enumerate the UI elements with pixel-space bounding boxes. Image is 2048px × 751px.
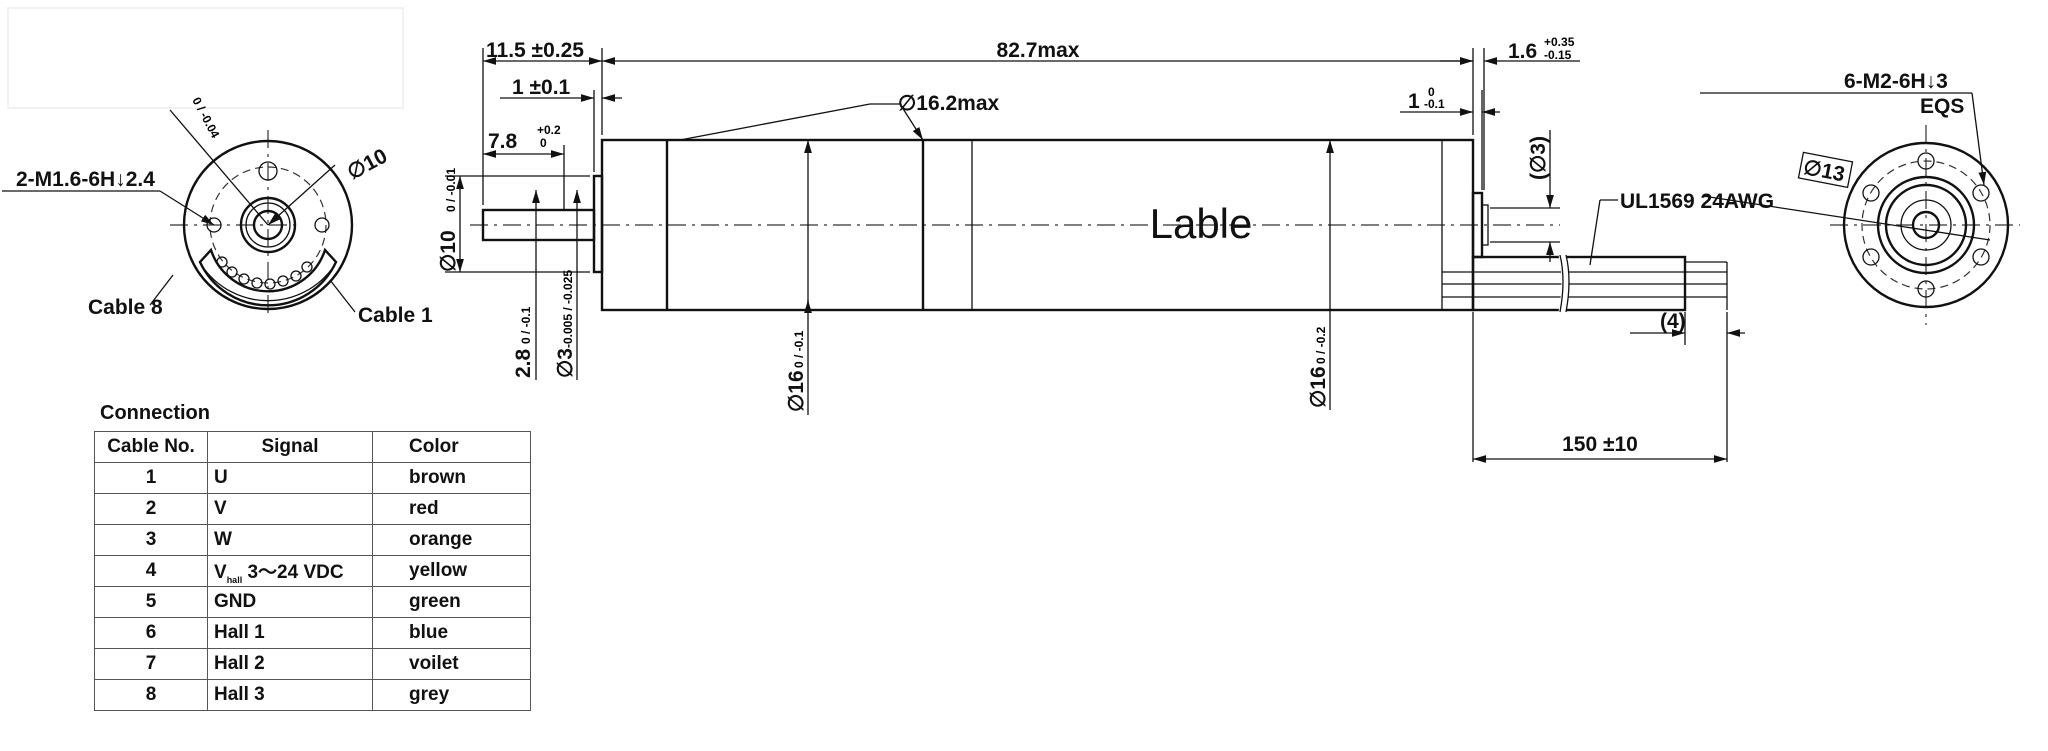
dim-rear-boss-tol-upper: +0.35 xyxy=(1544,35,1575,49)
cable-no: 2 xyxy=(94,493,208,525)
signal: Hall 2 xyxy=(207,648,373,680)
signal: U xyxy=(207,462,373,494)
rear-end-view: 6-M2-6H↓3 EQS ∅13 xyxy=(1700,70,2020,325)
dim-body-dia-front-tol: 0 / -0.1 xyxy=(792,330,806,368)
rear-eqs: EQS xyxy=(1920,95,1964,118)
header-signal: Signal xyxy=(207,431,373,463)
dim-body-dia-rear: ∅16 xyxy=(1307,366,1330,408)
dim-flat: 2.8 xyxy=(512,348,535,378)
cable-no: 7 xyxy=(94,648,208,680)
signal-subscript: hall xyxy=(226,574,243,585)
front-thread-note: 2-M1.6-6H↓2.4 xyxy=(16,168,155,191)
dim-body-length: 82.7max xyxy=(997,39,1080,62)
front-pcd-dim: ∅10 xyxy=(344,145,392,185)
rear-thread-note: 6-M2-6H↓3 xyxy=(1844,70,1948,93)
dim-rear-cap: 1 xyxy=(1408,90,1420,113)
table-row: 8 Hall 3 grey xyxy=(94,679,531,711)
signal: Hall 1 xyxy=(207,617,373,649)
signal-main: V xyxy=(214,562,227,584)
cable-holes xyxy=(216,256,313,290)
cable-1-label: Cable 1 xyxy=(358,304,433,327)
front-end-view: 2-M1.6-6H↓2.4 ∅10 0 / -0.04 Cable 8 Cabl… xyxy=(2,95,433,327)
table-row: 7 Hall 2 voilet xyxy=(94,648,531,680)
table-row: 5 GND green xyxy=(94,586,531,618)
cable-no: 4 xyxy=(94,555,208,587)
dim-shaft-length: 7.8 xyxy=(488,130,518,153)
rear-pcd-box: ∅13 xyxy=(1797,151,1854,189)
color: green xyxy=(372,586,531,618)
dim-overall: 11.5 ±0.25 xyxy=(486,39,584,62)
dim-strip-length: (4) xyxy=(1660,310,1686,333)
cable-no: 3 xyxy=(94,524,208,556)
dim-pilot-tol: 0 / -0.01 xyxy=(444,168,458,212)
dim-pilot-dia: ∅10 xyxy=(437,230,460,272)
signal: W xyxy=(207,524,373,556)
color: red xyxy=(372,493,531,525)
dim-shaft-dia: ∅3 xyxy=(554,348,577,378)
signal: V xyxy=(207,493,373,525)
dim-flange: 1 ±0.1 xyxy=(512,76,571,99)
cable-no: 5 xyxy=(94,586,208,618)
cable-8-label: Cable 8 xyxy=(88,296,163,319)
color: voilet xyxy=(372,648,531,680)
color: orange xyxy=(372,524,531,556)
cable xyxy=(1442,254,1728,313)
dim-gear-dia: ∅16.2max xyxy=(898,92,1000,115)
table-row: 6 Hall 1 blue xyxy=(94,617,531,649)
header-color: Color xyxy=(372,431,531,463)
color: blue xyxy=(372,617,531,649)
signal: Vhall 3～24 VDC xyxy=(207,555,373,587)
dim-rear-boss: 1.6 xyxy=(1508,40,1537,63)
connection-title: Connection xyxy=(100,402,210,424)
table-row: 4 Vhall 3～24 VDC yellow xyxy=(94,555,531,587)
dim-rear-cap-tol-lower: -0.1 xyxy=(1424,97,1445,111)
cable-spec: UL1569 24AWG xyxy=(1620,190,1774,213)
header-cable-no: Cable No. xyxy=(94,431,208,463)
watermark xyxy=(7,7,404,109)
motor-label: Lable xyxy=(1150,200,1253,247)
dim-body-dia-front: ∅16 xyxy=(785,370,808,412)
dim-shaft-length-tol-upper: +0.2 xyxy=(537,123,561,137)
cable-no: 8 xyxy=(94,679,208,711)
dim-flat-tol: 0 / -0.1 xyxy=(519,306,533,344)
cable-no: 1 xyxy=(94,462,208,494)
dim-shaft-length-tol-lower: 0 xyxy=(540,136,547,150)
dim-rear-cap-tol-upper: 0 xyxy=(1428,85,1435,99)
cable-no: 6 xyxy=(94,617,208,649)
dim-rear-boss-tol-lower: -0.15 xyxy=(1544,48,1572,62)
color: yellow xyxy=(372,555,531,587)
signal-rest: 3～24 VDC xyxy=(242,562,344,584)
color: brown xyxy=(372,462,531,494)
dim-cable-dia: (∅3) xyxy=(1527,136,1550,180)
color: grey xyxy=(372,679,531,711)
signal: Hall 3 xyxy=(207,679,373,711)
dim-cable-length: 150 ±10 xyxy=(1562,433,1638,456)
dim-body-dia-rear-tol: 0 / -0.2 xyxy=(1314,326,1328,364)
side-view: Lable 11.5 ±0.25 82.7max 1.6 +0.35 -0.15… xyxy=(437,35,1774,463)
signal: GND xyxy=(207,586,373,618)
front-angle-tol: 0 / -0.04 xyxy=(189,95,222,141)
dim-shaft-tol: -0.005 / -0.025 xyxy=(561,270,575,348)
table-header-row: Cable No. Signal Color xyxy=(94,431,531,463)
